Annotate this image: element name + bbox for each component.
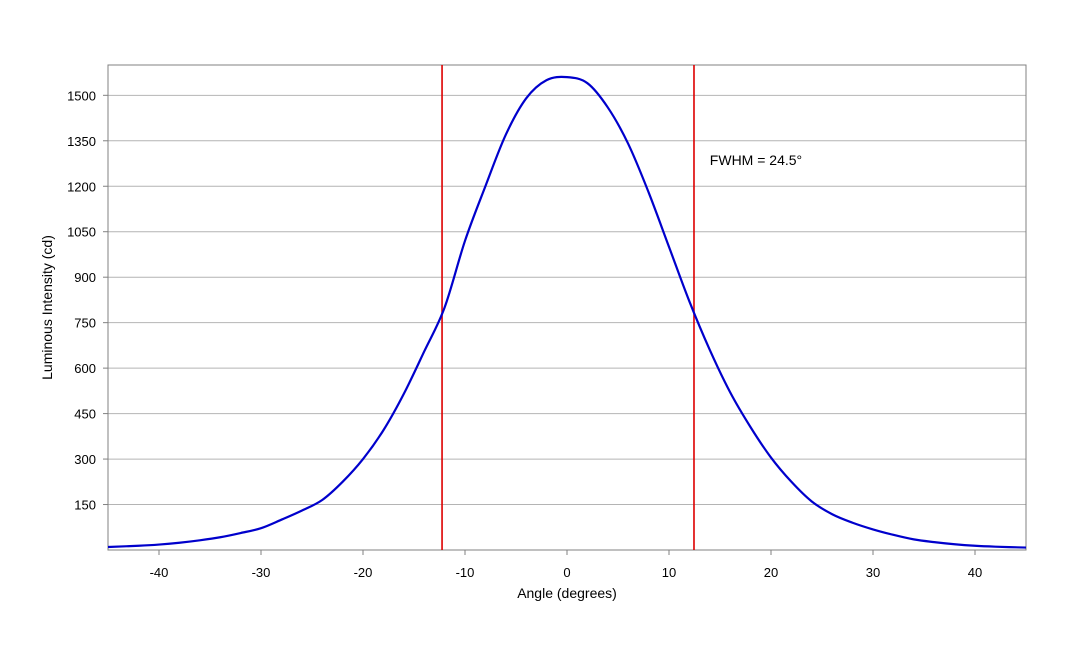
x-tick-label: 40 [968,565,982,580]
y-tick-label: 450 [74,407,96,422]
gridlines [108,94,1026,506]
x-tick-label: -30 [252,565,271,580]
x-tick-label: -20 [354,565,373,580]
x-tick-label: -10 [456,565,475,580]
x-tick-label: -40 [150,565,169,580]
y-tick-label: 1350 [67,134,96,149]
y-tick-label: 750 [74,316,96,331]
x-tick-label: 30 [866,565,880,580]
y-tick-label: 900 [74,270,96,285]
y-axis-ticks: 150 300 450 600 750 900 1050 1200 1350 1500 [67,88,108,513]
series-group [107,75,1027,549]
y-tick-label: 1500 [67,88,96,103]
intensity-curve [107,75,1027,549]
annotations: FWHM = 24.5° [710,152,802,168]
y-tick-label: 1050 [67,225,96,240]
x-axis-title: Angle (degrees) [517,585,617,601]
x-axis-ticks: -40 -30 -20 -10 0 10 20 30 40 [150,550,982,580]
plot-area [108,65,1026,550]
y-tick-label: 600 [74,361,96,376]
fwhm-annotation: FWHM = 24.5° [710,152,802,168]
x-tick-label: 20 [764,565,778,580]
x-tick-label: 10 [662,565,676,580]
y-tick-label: 1200 [67,179,96,194]
fwhm-lines [441,65,695,550]
y-axis-title: Luminous Intensity (cd) [39,235,55,380]
x-tick-label: 0 [563,565,570,580]
y-tick-label: 300 [74,452,96,467]
y-tick-label: 150 [74,498,96,513]
